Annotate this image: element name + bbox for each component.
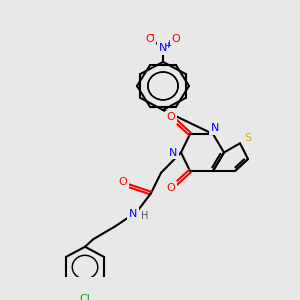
Text: N: N xyxy=(169,148,177,158)
Text: N: N xyxy=(159,43,167,53)
Text: O: O xyxy=(118,177,127,187)
Text: S: S xyxy=(244,133,252,143)
Text: N: N xyxy=(211,124,219,134)
Text: Cl: Cl xyxy=(80,293,90,300)
Text: -: - xyxy=(150,29,154,39)
Text: O: O xyxy=(167,112,176,122)
Text: N: N xyxy=(129,208,137,218)
Text: +: + xyxy=(165,41,171,50)
Text: O: O xyxy=(172,34,180,44)
Text: O: O xyxy=(146,34,154,44)
Text: O: O xyxy=(167,183,176,193)
Text: H: H xyxy=(141,211,149,221)
